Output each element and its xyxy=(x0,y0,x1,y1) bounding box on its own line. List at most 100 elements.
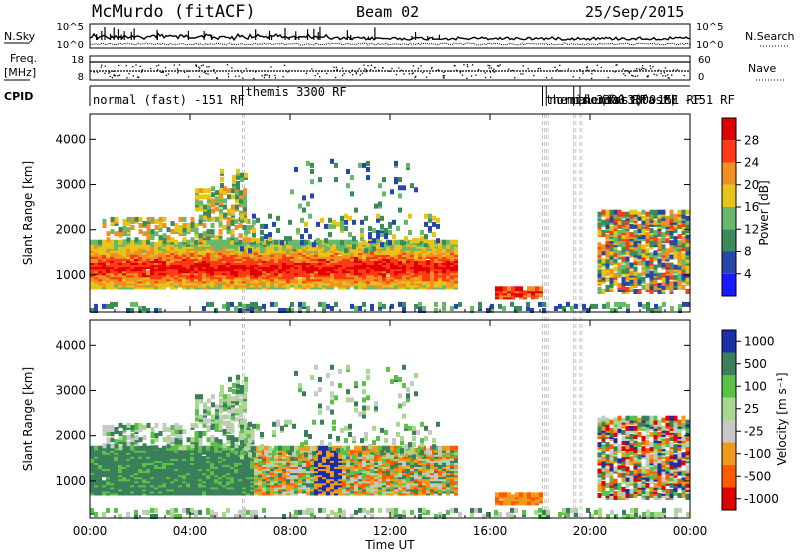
power-pixel xyxy=(110,301,114,307)
power-pixel xyxy=(458,301,462,307)
velocity-pixel xyxy=(238,480,242,486)
nave-point xyxy=(408,73,410,75)
power-pixel xyxy=(609,278,614,284)
power-pixel xyxy=(507,286,511,292)
power-pixel xyxy=(270,301,274,307)
nave-point xyxy=(650,68,652,70)
power-pixel xyxy=(495,286,499,292)
power-pixel xyxy=(368,232,372,238)
power-pixel xyxy=(601,289,606,294)
power-pixel xyxy=(134,249,138,255)
velocity-pixel xyxy=(90,445,94,451)
power-pixel xyxy=(250,225,255,230)
power-pixel xyxy=(122,274,126,280)
nave-point xyxy=(207,73,209,75)
nave-point xyxy=(471,64,474,66)
nave-point xyxy=(572,76,574,78)
power-pixel xyxy=(252,232,256,238)
nave-point xyxy=(101,64,103,66)
power-pixel xyxy=(223,204,227,210)
power-pixel xyxy=(450,239,454,245)
power-pixel xyxy=(150,229,155,235)
power-pixel xyxy=(645,260,650,266)
nave-point xyxy=(104,65,107,67)
power-pixel xyxy=(234,306,238,311)
power-pixel xyxy=(218,229,223,235)
velocity-pixel xyxy=(110,488,114,494)
velocity-pixel xyxy=(90,480,94,486)
nave-point xyxy=(449,70,451,72)
power-pixel xyxy=(402,185,406,191)
power-pixel xyxy=(486,308,490,313)
power-pixel xyxy=(219,212,223,218)
power-pixel xyxy=(98,249,102,255)
nave-point xyxy=(388,70,391,72)
power-pixel xyxy=(142,231,147,237)
power-pixel xyxy=(661,262,666,268)
power-pixel xyxy=(362,301,366,307)
power-pixel xyxy=(262,303,266,309)
power-pixel xyxy=(605,258,610,264)
power-pixel xyxy=(278,308,282,313)
power-pixel xyxy=(388,240,392,246)
nave-point xyxy=(195,64,197,66)
nave-point xyxy=(683,74,685,77)
power-pixel xyxy=(442,276,446,282)
power-pixel xyxy=(227,216,231,222)
nave-point xyxy=(489,76,492,78)
power-pixel xyxy=(420,230,424,235)
power-pixel xyxy=(344,248,348,254)
power-pixel xyxy=(594,303,598,309)
power-pixel xyxy=(360,232,364,238)
power-pixel xyxy=(398,193,402,199)
nave-point xyxy=(522,65,524,67)
nave-point xyxy=(287,71,289,73)
power-pixel xyxy=(681,242,686,248)
power-pixel xyxy=(597,230,602,235)
power-pixel xyxy=(629,284,634,290)
power-pixel xyxy=(110,229,115,235)
power-pixel xyxy=(669,254,674,260)
noise-sky-trace xyxy=(89,32,691,41)
power-pixel xyxy=(106,237,111,243)
power-pixel xyxy=(222,239,226,245)
power-pixel xyxy=(621,211,626,217)
power-pixel xyxy=(243,210,247,216)
power-pixel xyxy=(146,308,150,313)
power-pixel xyxy=(404,219,408,225)
nave-point xyxy=(334,76,337,79)
power-pixel xyxy=(673,236,678,242)
power-pixel xyxy=(178,225,183,230)
nave-point xyxy=(355,73,358,75)
power-pixel xyxy=(252,219,256,225)
power-pixel xyxy=(203,194,207,200)
power-pixel xyxy=(106,303,110,309)
power-pixel xyxy=(194,233,199,239)
power-pixel xyxy=(296,228,300,233)
nave-point xyxy=(498,65,500,67)
nave-point xyxy=(443,75,446,77)
power-pixel xyxy=(130,239,134,245)
power-pixel xyxy=(645,254,650,260)
power-pixel xyxy=(170,237,175,243)
power-pixel xyxy=(382,177,386,183)
power-pixel xyxy=(446,260,450,266)
nave-point xyxy=(126,77,128,79)
velocity-pixel xyxy=(142,474,146,480)
power-pixel xyxy=(282,254,286,259)
power-pixel xyxy=(658,306,662,311)
power-pixel xyxy=(312,242,316,248)
power-pixel xyxy=(235,190,239,196)
power-pixel xyxy=(681,213,686,219)
nave-point xyxy=(264,74,266,76)
nave-point xyxy=(198,69,201,72)
nave-point xyxy=(214,72,216,74)
power-pixel xyxy=(621,276,626,282)
power-pixel xyxy=(682,301,686,307)
power-pixel xyxy=(122,245,126,251)
power-pixel xyxy=(470,306,474,311)
nave-point xyxy=(624,74,626,77)
power-colorbar-color-step xyxy=(722,118,736,141)
power-pixel xyxy=(138,306,142,311)
power-pixel xyxy=(158,284,162,290)
